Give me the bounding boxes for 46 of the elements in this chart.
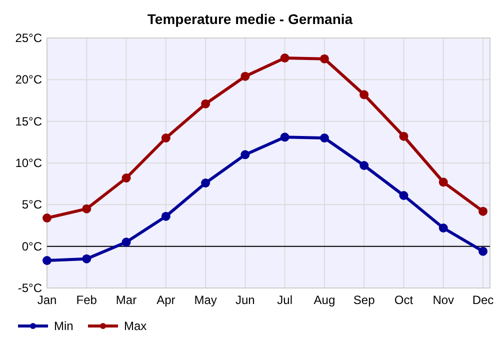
point [82,254,92,264]
y-tick-label: 10°C [15,156,42,170]
chart-title: Temperature medie - Germania [147,11,353,27]
point [42,214,52,222]
point [438,224,448,232]
point [360,90,369,100]
point [320,54,329,64]
y-tick-label: -5°C [18,281,42,295]
x-tick-label: Jun [236,293,255,307]
point [42,256,52,265]
x-tick-label: Mar [116,293,137,307]
point [399,191,408,200]
point [320,134,329,142]
x-tick-label: Feb [76,293,98,307]
point [240,150,250,160]
point [280,132,290,142]
y-tick-label: 20°C [15,72,42,87]
point [360,161,369,170]
point [399,132,408,141]
legend-label: Max [124,319,147,333]
x-tick-label: Oct [394,293,414,307]
point [201,178,210,188]
y-tick-label: 25°C [15,31,42,45]
point [438,178,448,187]
point [478,246,488,256]
y-tick-label: 5°C [22,198,42,212]
x-tick-label: Nov [432,293,454,307]
x-tick-label: Sep [353,293,376,307]
x-tick-label: Jan [37,293,57,307]
x-tick-label: Apr [156,293,176,307]
x-tick-label: Jul [277,293,292,307]
point [161,134,170,142]
legend-label: Min [54,319,74,333]
y-tick-label: 15°C [15,114,42,128]
x-tick-label: Aug [314,293,336,307]
x-tick-label: Dec [472,293,494,307]
y-tick-label: 0°C [22,239,42,254]
point [122,174,131,182]
point [82,204,92,214]
point [122,238,131,247]
point [478,206,488,216]
point [240,72,250,81]
point [280,54,290,62]
x-tick-label: May [194,293,217,307]
point [201,99,210,108]
point [161,212,170,221]
